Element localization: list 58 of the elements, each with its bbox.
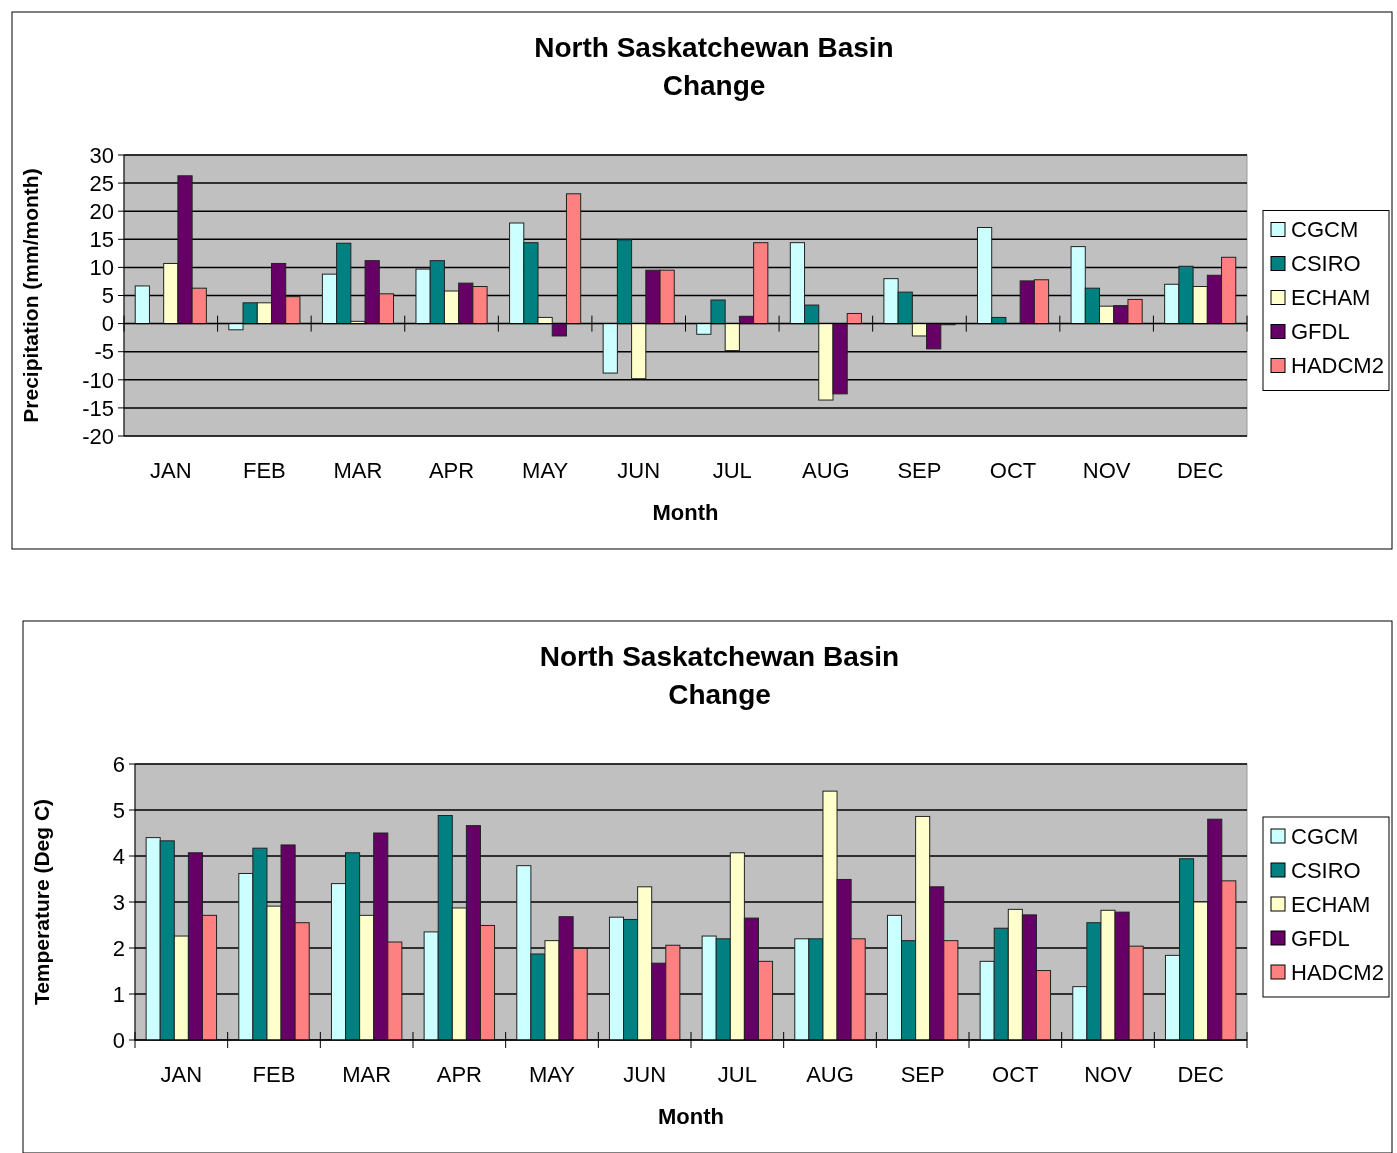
legend-label: GFDL bbox=[1291, 925, 1350, 951]
x-axis-title: Month bbox=[658, 1104, 724, 1129]
x-tick-label: MAY bbox=[522, 458, 569, 483]
x-tick-label: MAY bbox=[528, 1062, 576, 1087]
y-tick-label: 5 bbox=[101, 283, 114, 309]
legend-label: ECHAM bbox=[1291, 285, 1371, 311]
x-tick-label: SEP bbox=[897, 458, 942, 483]
x-tick-label: MAR bbox=[333, 458, 383, 483]
x-axis-title: Month bbox=[652, 500, 719, 525]
y-tick-label: 10 bbox=[89, 255, 114, 281]
y-tick-label: -10 bbox=[82, 367, 114, 393]
x-tick-label: JUL bbox=[717, 1062, 757, 1087]
y-tick-label: 25 bbox=[89, 170, 114, 196]
y-tick-label: 0 bbox=[101, 311, 114, 337]
legend-label: HADCM2 bbox=[1291, 353, 1384, 379]
x-tick-label: DEC bbox=[1176, 458, 1224, 483]
y-tick-label: -5 bbox=[94, 339, 114, 365]
x-tick-label: DEC bbox=[1177, 1062, 1224, 1087]
x-tick-label: OCT bbox=[989, 458, 1037, 483]
x-tick-label: FEB bbox=[252, 1062, 296, 1087]
y-tick-label: -20 bbox=[82, 423, 114, 449]
y-tick-label: 3 bbox=[112, 889, 125, 915]
x-tick-label: APR bbox=[436, 1062, 482, 1087]
y-tick-label: -15 bbox=[82, 395, 114, 421]
legend-label: CGCM bbox=[1291, 217, 1359, 243]
chart-title: North Saskatchewan Basin Change bbox=[539, 641, 900, 710]
x-tick-label: JUN bbox=[623, 1062, 667, 1087]
y-tick-label: 0 bbox=[112, 1027, 125, 1053]
x-tick-label: APR bbox=[428, 458, 475, 483]
x-tick-label: AUG bbox=[806, 1062, 854, 1087]
x-tick-label: OCT bbox=[992, 1062, 1039, 1087]
x-tick-label: JUN bbox=[617, 458, 661, 483]
x-tick-label: NOV bbox=[1084, 1062, 1133, 1087]
legend-label: CGCM bbox=[1291, 823, 1359, 849]
legend-label: GFDL bbox=[1291, 319, 1350, 345]
y-axis-title: Precipitation (mm/month) bbox=[19, 168, 42, 423]
x-tick-label: JAN bbox=[150, 458, 192, 483]
x-tick-label: JAN bbox=[160, 1062, 203, 1087]
y-axis-title: Temperature (Deg C) bbox=[30, 798, 53, 1006]
y-tick-label: 15 bbox=[89, 227, 114, 252]
y-tick-label: 30 bbox=[89, 142, 114, 168]
x-tick-label: MAR bbox=[342, 1062, 392, 1087]
x-tick-label: JUL bbox=[712, 458, 752, 483]
legend-label: ECHAM bbox=[1291, 891, 1371, 917]
y-tick-label: 1 bbox=[112, 981, 125, 1007]
legend-label: HADCM2 bbox=[1291, 959, 1384, 985]
x-tick-label: SEP bbox=[900, 1062, 945, 1087]
legend-label: CSIRO bbox=[1291, 251, 1361, 277]
y-tick-label: 2 bbox=[112, 935, 125, 961]
chart-title: North Saskatchewan Basin Change bbox=[534, 32, 894, 101]
y-tick-label: 6 bbox=[112, 751, 125, 777]
x-tick-label: FEB bbox=[242, 458, 286, 483]
y-tick-label: 5 bbox=[112, 797, 125, 823]
x-tick-label: NOV bbox=[1082, 458, 1131, 483]
legend-label: CSIRO bbox=[1291, 857, 1361, 883]
y-tick-label: 4 bbox=[112, 843, 125, 869]
y-tick-label: 20 bbox=[89, 198, 114, 224]
x-tick-label: AUG bbox=[802, 458, 850, 483]
